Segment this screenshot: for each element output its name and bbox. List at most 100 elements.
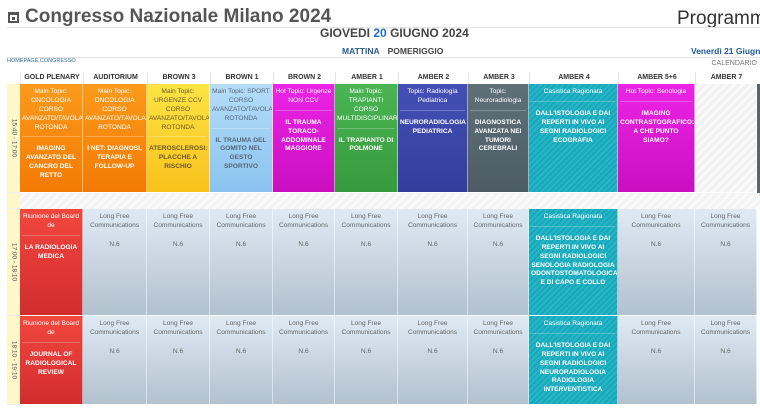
calendar-icon	[8, 11, 19, 23]
session-topic: Long Free Communications	[473, 213, 523, 229]
session-title: N.6	[492, 240, 504, 248]
session-cell[interactable]: Casistica Ragionata DALL'ISTOLOGIA E DAI …	[529, 84, 618, 192]
session-title: N.6	[720, 240, 731, 248]
session-cell[interactable]: Long Free Communications N.6	[468, 209, 529, 315]
session-topic: Main Topic: ONCOLOGIA CORSO AVANZATO/TAV…	[85, 88, 146, 138]
slot-gap	[20, 193, 760, 209]
session-topic: Long Free Communications	[407, 320, 458, 336]
time-slot: 18:10 - 19:10	[7, 316, 20, 405]
session-topic: Hot Topic: Senologia	[620, 88, 692, 102]
session-title: N.6	[298, 240, 309, 248]
session-cell[interactable]: Hot Topic: Urgenze NON CCV IL TRAUMA TORA…	[273, 84, 335, 192]
time-label: 17:00 - 18:10	[10, 242, 17, 282]
session-title: N.6	[298, 347, 309, 355]
tab-mattina[interactable]: MATTINA	[342, 46, 380, 56]
session-cell[interactable]: Main Topic: TRAPIANTI CORSO MULTIDISCIPL…	[335, 84, 398, 192]
session-cell[interactable]: Long Free Communications N.6	[335, 316, 398, 404]
time-slot: 15:40 - 17:00	[7, 84, 20, 193]
session-cell[interactable]: Casistica Ragionata DALL'ISTOLOGIA E DAI …	[529, 316, 618, 404]
session-title: ATEROSCLEROSI: PLACCHE A RISCHIO	[149, 145, 208, 171]
session-title: DALL'ISTOLOGIA E DAI REPERTI IN VIVO AI …	[535, 109, 611, 144]
session-cell[interactable]: Long Free Communications N.6	[398, 209, 468, 315]
session-cell[interactable]: Topic: Radiologia Pediatrica NEURORADIOLO…	[398, 84, 468, 192]
session-cell[interactable]: Main Topic: SPORT CORSO AVANZATO/TAVOLA …	[210, 84, 273, 192]
session-cell[interactable]: Long Free Communications N.6	[468, 316, 529, 404]
page-title: Congresso Nazionale Milano 2024	[8, 6, 331, 28]
session-cell[interactable]: Main Topic: ONCOLOGIA CORSO AVANZATO/TAV…	[83, 84, 147, 192]
session-topic: Main Topic: ONCOLOGIA CORSO AVANZATO/TAV…	[22, 88, 82, 138]
session-topic: Long Free Communications	[153, 213, 203, 229]
room-header: AMBER 3	[468, 72, 529, 84]
session-title: N.6	[109, 347, 120, 355]
session-cell[interactable]: Main Topic: URGENZE CCV CORSO AVANZATO/T…	[147, 84, 210, 192]
session-cell[interactable]: Riunione del Board de JOURNAL OF RADIOLOG…	[20, 316, 83, 404]
session-title: N.6	[235, 347, 247, 355]
session-cell[interactable]: Riunione del Board de LA RADIOLOGIA MEDIC…	[20, 209, 83, 315]
session-cell[interactable]: Long Free Communications N.6	[83, 209, 147, 315]
session-cell[interactable]: Long Free Communications N.6	[210, 316, 273, 404]
session-cell[interactable]: Hot Topic: Senologia IMAGING CONTRASTOGRA…	[618, 84, 695, 192]
time-label: 15:40 - 17:00	[10, 118, 17, 158]
session-topic: Long Free Communications	[153, 320, 203, 336]
calendar-link[interactable]: CALENDARIO	[711, 60, 757, 67]
session-title: IL TRAUMA DEL GOMITO NEL GESTO SPORTIVO	[215, 136, 267, 171]
empty-session	[695, 84, 757, 192]
session-title: N.6	[650, 240, 662, 248]
session-topic: Casistica Ragionata	[531, 320, 615, 334]
session-topic: Casistica Ragionata	[531, 213, 615, 227]
session-topic: Long Free Communications	[278, 213, 329, 229]
session-cell[interactable]: Long Free Communications N.6	[695, 316, 757, 404]
session-topic: Hot Topic: Urgenze NON CCV	[275, 88, 332, 111]
room-header: AUDITORIUM	[83, 72, 147, 84]
session-cell[interactable]: Long Free Communications N.6	[618, 209, 695, 315]
session-cell[interactable]: Long Free Communications N.6	[83, 316, 147, 404]
session-cell[interactable]: Long Free Communications N.6	[273, 316, 335, 404]
session-title: IMAGING AVANZATO DEL CANCRO DEL RETTO	[25, 145, 77, 180]
session-title: I NET: DIAGNOSI, TERAPIA E FOLLOW-UP	[87, 145, 142, 171]
room-header: GOLD PLENARY	[20, 72, 83, 84]
session-topic: Casistica Ragionata	[531, 88, 615, 102]
session-topic: Topic: Neuroradiologia	[470, 88, 526, 111]
session-topic: Long Free Communications	[700, 213, 751, 229]
session-cell[interactable]: Long Free Communications N.6	[335, 209, 398, 315]
session-topic: Long Free Communications	[89, 213, 140, 229]
session-topic: Long Free Communications	[341, 213, 391, 229]
homepage-link[interactable]: HOMEPAGE CONGRESSO	[7, 58, 76, 64]
session-cell[interactable]: Long Free Communications N.6	[147, 209, 210, 315]
session-title: N.6	[172, 347, 184, 355]
session-title: DALL'ISTOLOGIA E DAI REPERTI IN VIVO AI …	[531, 234, 618, 287]
session-title: N.6	[360, 240, 372, 248]
session-title: N.6	[427, 347, 438, 355]
next-day-link[interactable]: Venerdì 21 Giugno >>	[691, 46, 760, 56]
session-cell[interactable]: Main Topic: ONCOLOGIA CORSO AVANZATO/TAV…	[20, 84, 83, 192]
session-title: N.6	[492, 347, 504, 355]
session-cell[interactable]: Casistica Ragionata DALL'ISTOLOGIA E DAI …	[529, 209, 618, 315]
session-title: DIAGNOSTICA AVANZATA NEI TUMORI CEREBRAL…	[474, 118, 522, 153]
session-topic: Riunione del Board de	[22, 320, 80, 343]
session-topic: Long Free Communications	[407, 213, 458, 229]
room-header: BROWN 2	[273, 72, 335, 84]
session-title: NEURORADIOLOGIA PEDIATRICA	[400, 118, 466, 135]
session-cell[interactable]: Long Free Communications N.6	[273, 209, 335, 315]
session-cell[interactable]: Long Free Communications N.6	[398, 316, 468, 404]
room-header: BROWN 3	[147, 72, 210, 84]
session-title: LA RADIOLOGIA MEDICA	[24, 243, 78, 260]
room-header: BROWN 1	[210, 72, 273, 84]
session-topic: Long Free Communications	[278, 320, 329, 336]
session-topic: Topic: Radiologia Pediatrica	[400, 88, 465, 111]
session-topic: Long Free Communications	[89, 320, 140, 336]
session-cell[interactable]: Long Free Communications N.6	[147, 316, 210, 404]
room-header: AMBER 4	[529, 72, 618, 84]
session-cell[interactable]: Long Free Communications N.6	[695, 209, 757, 315]
session-title: N.6	[650, 347, 662, 355]
session-cell[interactable]: Long Free Communications N.6	[210, 209, 273, 315]
session-title: IMAGING CONTRASTOGRAFICO: A CHE PUNTO SI…	[620, 109, 695, 144]
session-title: DALL'ISTOLOGIA E DAI REPERTI IN VIVO AI …	[535, 341, 611, 394]
session-cell[interactable]: Topic: Neuroradiologia DIAGNOSTICA AVANZA…	[468, 84, 529, 192]
session-cell[interactable]: Long Free Communications N.6	[618, 316, 695, 404]
current-date: GIOVEDI 20 GIUGNO 2024	[320, 26, 469, 40]
session-topic: Main Topic: SPORT CORSO AVANZATO/TAVOLA …	[212, 88, 272, 129]
tab-pomeriggio[interactable]: POMERIGGIO	[387, 46, 444, 56]
partial-column	[757, 84, 760, 193]
time-label: 18:10 - 19:10	[10, 340, 17, 380]
